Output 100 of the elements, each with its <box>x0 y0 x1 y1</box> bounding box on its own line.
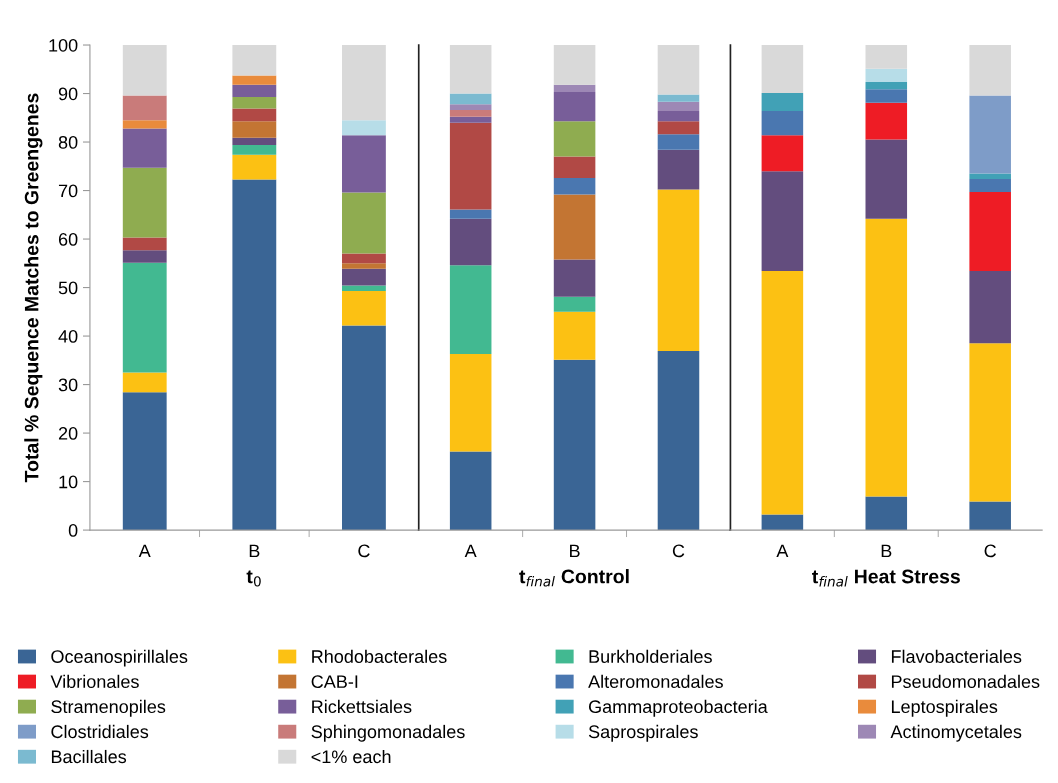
bar <box>865 218 908 497</box>
bar <box>232 45 277 76</box>
y-tick-label: 70 <box>58 184 78 198</box>
bar <box>449 45 492 94</box>
bar <box>342 120 386 136</box>
x-tick-label: A <box>138 544 151 558</box>
bar <box>449 209 492 219</box>
bar <box>865 496 908 531</box>
x-axis-title: t$_{0}$ <box>246 570 261 587</box>
bar <box>865 68 908 82</box>
legend-label: Rhodobacterales <box>312 649 447 663</box>
y-tick-label: 10 <box>59 475 78 489</box>
x-tick-label: B <box>249 544 260 558</box>
bar <box>342 45 386 121</box>
bar <box>553 359 596 531</box>
legend-label: <1% each <box>311 749 391 764</box>
y-tick-label: 100 <box>49 38 78 52</box>
x-axis-title: t$_{final}$ Control <box>519 569 629 587</box>
bar <box>342 253 386 264</box>
bar <box>657 121 700 135</box>
legend-label: Bacillales <box>51 749 127 764</box>
y-tick-label: 90 <box>58 87 78 101</box>
legend-label: Oceanospirillales <box>51 649 188 667</box>
bar <box>232 121 277 138</box>
legend-label: Clostridiales <box>51 724 149 739</box>
y-tick-label: 30 <box>58 378 78 392</box>
bar <box>232 96 277 109</box>
bar <box>553 121 596 157</box>
x-tick-label: A <box>464 544 477 558</box>
y-tick-label: 60 <box>58 232 78 246</box>
x-tick-label: C <box>984 544 997 558</box>
bar <box>657 189 700 352</box>
bar <box>232 154 277 180</box>
y-tick-label: 50 <box>58 281 78 295</box>
legend-label: Pseudomonadales <box>891 674 1040 689</box>
bar <box>553 92 596 122</box>
y-tick-label: 20 <box>58 427 78 440</box>
legend-label: Sphingomonadales <box>311 724 465 742</box>
x-tick-label: C <box>672 544 685 558</box>
bar <box>553 296 596 312</box>
bar <box>553 177 596 195</box>
legend-label: Rickettsiales <box>312 699 412 714</box>
bar <box>969 45 1011 96</box>
bar <box>342 268 386 286</box>
bar <box>449 122 492 210</box>
bar <box>969 343 1011 502</box>
bar <box>449 116 492 123</box>
bar <box>865 89 908 103</box>
bar <box>657 149 700 190</box>
bar <box>232 179 277 531</box>
bar <box>969 178 1011 192</box>
bar <box>232 137 277 145</box>
bar <box>865 102 908 140</box>
legend-label: Actinomycetales <box>890 724 1022 742</box>
bar <box>232 108 277 122</box>
bar <box>342 192 386 254</box>
bar <box>232 75 277 85</box>
bar <box>449 354 492 452</box>
bar <box>122 392 167 531</box>
bar <box>865 139 908 219</box>
bar <box>449 110 492 117</box>
bar <box>761 135 804 172</box>
bar <box>761 93 804 111</box>
legend-label: Stramenopiles <box>51 699 166 717</box>
x-tick-label: B <box>881 544 892 558</box>
legend-label: Flavobacteriales <box>891 649 1022 663</box>
bar <box>761 45 804 94</box>
x-tick-label: A <box>776 544 789 558</box>
bar <box>761 271 804 515</box>
bar <box>342 135 386 193</box>
bar <box>122 167 167 238</box>
bar <box>657 101 700 111</box>
bar <box>342 285 386 291</box>
x-tick-label: C <box>358 544 370 558</box>
bar <box>449 451 492 531</box>
bar <box>553 194 596 260</box>
bar <box>657 351 700 531</box>
bar <box>122 372 167 393</box>
bar <box>342 263 386 269</box>
bar <box>122 128 167 168</box>
y-tick-label: 40 <box>58 330 78 343</box>
bar <box>761 171 804 272</box>
bar <box>969 501 1011 531</box>
legend-label: Burkholderiales <box>589 649 712 663</box>
bar <box>553 311 596 360</box>
bar <box>553 156 596 178</box>
legend-label: Gammaproteobacteria <box>588 699 768 717</box>
bar <box>342 325 386 531</box>
bar <box>122 120 167 129</box>
y-tick-label: 80 <box>58 135 78 149</box>
bar <box>122 45 167 96</box>
bar <box>553 84 596 93</box>
legend-label: Alteromonadales <box>588 674 723 689</box>
bar <box>449 265 492 355</box>
bar <box>657 45 700 95</box>
bar <box>449 93 492 105</box>
bar <box>449 104 492 111</box>
x-axis-title: t$_{final}$ Heat Stress <box>812 569 960 587</box>
y-axis-title: Total % Sequence Matches to Greengenes <box>24 93 43 483</box>
bar <box>342 290 386 326</box>
